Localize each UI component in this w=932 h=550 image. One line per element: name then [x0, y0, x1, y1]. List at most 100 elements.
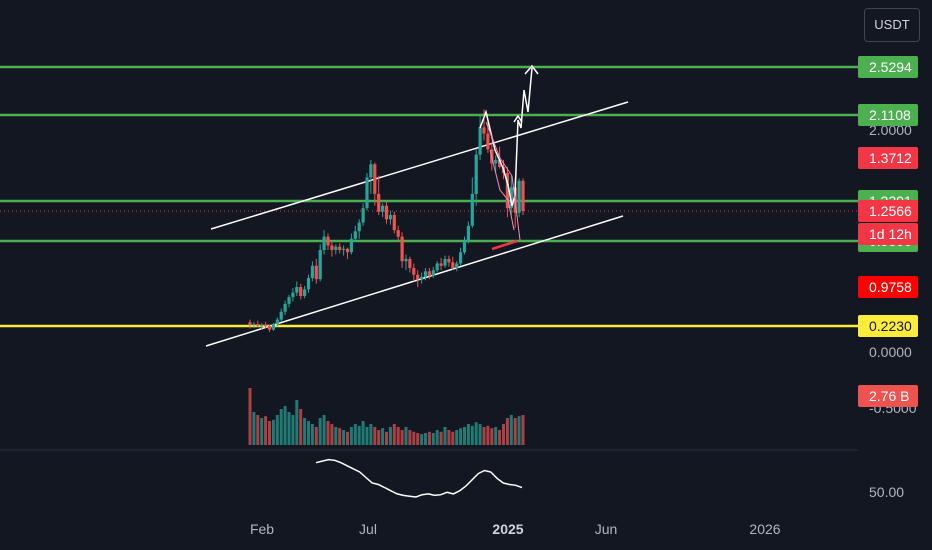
candle: [303, 285, 307, 299]
candle: [345, 247, 350, 259]
candle: [252, 321, 256, 329]
candle: [349, 233, 353, 255]
volume-bar: [275, 415, 279, 445]
time-label: Jun: [595, 521, 618, 537]
volume-bar: [466, 424, 470, 445]
volume-bar: [357, 425, 361, 445]
volume-bar: [271, 419, 275, 445]
candle: [361, 203, 365, 226]
channel-upper: [210, 101, 629, 230]
svg-text:1.3712: 1.3712: [869, 150, 912, 166]
volume-bar: [517, 416, 521, 445]
candle: [248, 319, 252, 329]
candle: [416, 270, 420, 288]
volume-bar: [482, 427, 486, 445]
candle: [466, 221, 470, 244]
pattern-line: [489, 149, 515, 231]
volume-bar: [377, 430, 381, 445]
volume-bar: [490, 428, 494, 445]
candle: [322, 230, 326, 255]
volume-bar: [291, 415, 295, 445]
volume-bar: [404, 427, 408, 445]
candle: [330, 241, 334, 257]
volume-bar: [478, 424, 482, 445]
svg-text:0.2230: 0.2230: [869, 318, 912, 334]
time-label: 2025: [492, 521, 523, 537]
volume-bar: [338, 428, 342, 445]
volume-bar: [252, 412, 256, 445]
svg-text:0.9758: 0.9758: [869, 279, 912, 295]
volume-bar: [447, 430, 451, 445]
price-badge: 1d 12h: [858, 223, 918, 245]
candle: [279, 308, 283, 322]
projection-arrow: [524, 64, 539, 75]
volume-bar: [455, 430, 459, 445]
volume-bar: [314, 427, 318, 445]
volume-bar: [392, 424, 396, 445]
price-badge: 2.76 B: [858, 385, 918, 407]
candle: [260, 322, 264, 330]
candle: [314, 258, 318, 284]
svg-text:2.5294: 2.5294: [869, 59, 912, 75]
currency-button[interactable]: USDT: [864, 8, 920, 42]
support-mark: [491, 239, 518, 251]
pattern-line: [485, 121, 521, 241]
volume-bar: [502, 424, 505, 445]
candle: [306, 274, 311, 293]
candle: [420, 272, 424, 284]
volume-bar: [424, 433, 427, 445]
time-label: 2026: [749, 521, 780, 537]
candle: [439, 257, 443, 271]
volume-bar: [431, 433, 435, 445]
candle: [256, 320, 260, 327]
volume-bar: [396, 427, 400, 445]
candle: [423, 267, 428, 281]
candle: [267, 324, 272, 332]
candles: [248, 109, 525, 332]
price-badge: 0.9758: [858, 276, 918, 298]
volume-bar: [373, 427, 377, 445]
candle: [509, 175, 513, 215]
volume-bar: [385, 431, 388, 445]
candle: [342, 245, 346, 256]
trend-channel: [205, 101, 629, 347]
time-axis[interactable]: Feb Jul 2025 Jun 2026: [250, 521, 781, 537]
volume-bar: [260, 418, 264, 445]
time-label: Feb: [250, 521, 274, 537]
rsi-tick-label: 50.00: [869, 484, 904, 500]
volume-bar: [521, 415, 525, 445]
candle: [412, 263, 416, 282]
volume-bar: [264, 416, 268, 445]
candle: [310, 261, 314, 282]
candle: [299, 283, 303, 300]
volume-bar: [459, 428, 463, 445]
price-badge: 1.3712: [858, 147, 918, 169]
volume-bar: [408, 430, 412, 445]
volume-bar: [268, 421, 271, 445]
volume-bar: [349, 427, 353, 445]
price-badges: 2.52942.11081.33910.98000.22301.37121.25…: [858, 56, 918, 407]
svg-text:1.2566: 1.2566: [869, 203, 912, 219]
candle: [338, 243, 342, 254]
candle: [373, 162, 377, 206]
volume-bar: [435, 430, 439, 445]
candle: [396, 225, 400, 241]
volume-bar: [361, 421, 365, 445]
volume-bar: [470, 425, 474, 445]
rsi-panel: [0, 449, 858, 498]
candle: [365, 173, 369, 211]
candle: [381, 203, 385, 218]
volume-bar: [299, 409, 303, 445]
candle: [326, 233, 330, 250]
volume-bar: [451, 431, 455, 445]
volume-bar: [381, 428, 385, 445]
volume-bar: [505, 418, 509, 445]
volume-bar: [318, 418, 322, 445]
volume-bar: [498, 430, 502, 445]
candle: [275, 317, 279, 327]
volume-bar: [513, 418, 517, 445]
projection-arrow: [513, 114, 523, 123]
annotation-drawings: [479, 64, 539, 251]
